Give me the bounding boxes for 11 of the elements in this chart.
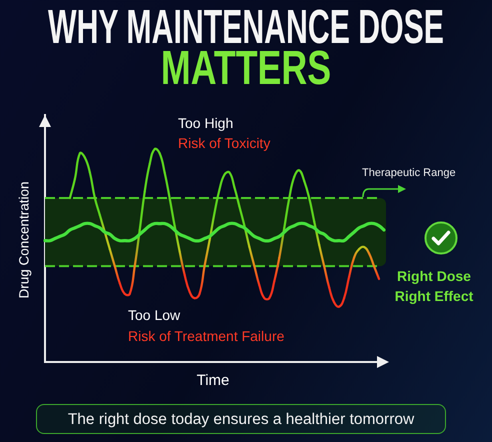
annotation: Risk of Toxicity [178,135,270,151]
text: Right Dose [397,268,471,284]
annotation: Risk of Treatment Failure [128,328,284,344]
annotation: Too Low [128,307,180,323]
x-axis-title: Time [196,372,230,389]
band-label: Therapeutic Range [362,167,456,180]
text: Right Effect [394,288,474,304]
y-axis-title: Drug Concentration [16,181,32,299]
text: Too High [178,115,234,131]
chart-title: WHY MAINTENANCE DOSE MATTERS [48,1,444,95]
rounded-frame: The right dose today ensures a healthier tomorrow [36,404,446,434]
